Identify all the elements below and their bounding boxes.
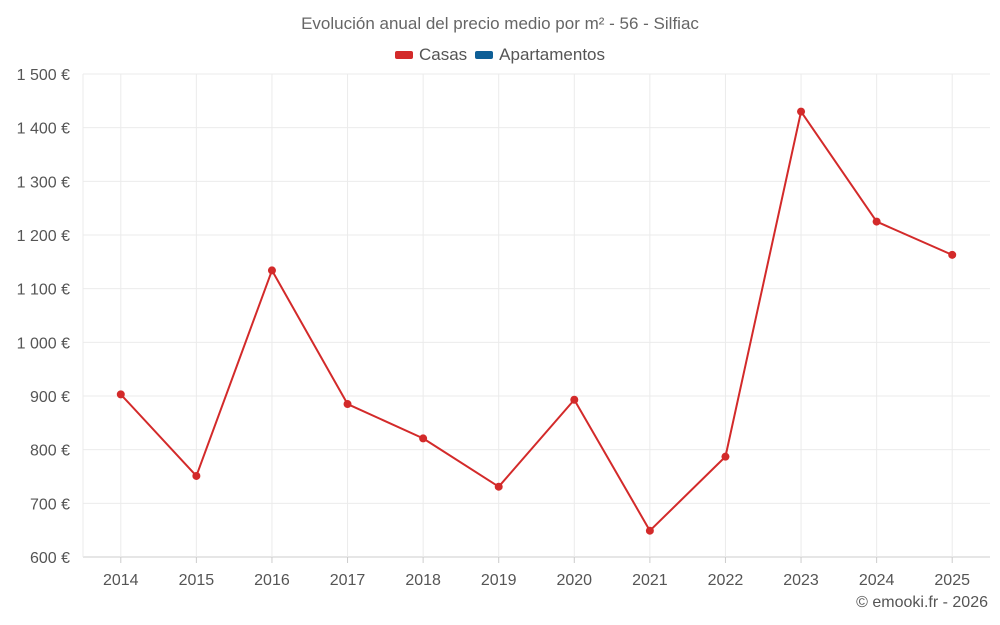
data-point [872,217,881,226]
chart-title: Evolución anual del precio medio por m² … [301,14,699,33]
x-tick-label: 2018 [405,572,441,589]
data-point [192,471,201,480]
x-tick-label: 2015 [179,572,215,589]
x-tick-label: 2025 [934,572,970,589]
x-tick-label: 2017 [330,572,366,589]
y-tick-label: 1 100 € [17,282,70,299]
legend-item-casas[interactable]: Casas [394,45,468,65]
x-tick-label: 2021 [632,572,668,589]
x-tick-label: 2020 [556,572,592,589]
credit-text: © emooki.fr - 2026 [856,594,988,611]
data-point [948,250,957,259]
x-tick-label: 2016 [254,572,290,589]
legend-label-casas: Casas [418,45,468,64]
series-line-casas [120,110,953,532]
y-tick-label: 700 € [30,496,70,513]
y-tick-label: 600 € [30,550,70,567]
data-point [645,526,654,535]
data-point [343,400,352,409]
legend-swatch-apartamentos [475,51,494,59]
x-tick-label: 2024 [859,572,895,589]
legend-swatch-casas [394,51,413,59]
y-tick-label: 900 € [30,389,70,406]
x-tick-label: 2019 [481,572,517,589]
y-tick-label: 1 000 € [17,335,70,352]
data-point [267,266,276,275]
x-tick-label: 2014 [103,572,139,589]
x-tick-label: 2023 [783,572,819,589]
x-tick-label: 2022 [708,572,744,589]
data-point [570,395,579,404]
y-tick-label: 800 € [30,443,70,460]
y-tick-label: 1 400 € [17,121,70,138]
legend-item-apartamentos[interactable]: Apartamentos [475,45,605,65]
data-point [797,107,806,116]
data-point [721,452,730,461]
y-tick-label: 1 200 € [17,228,70,245]
data-point [419,434,428,443]
data-point [116,390,125,399]
data-point [494,482,503,491]
chart-legend: Casas Apartamentos [0,45,1000,65]
legend-label-apartamentos: Apartamentos [499,45,606,64]
y-tick-label: 1 300 € [17,174,70,191]
y-tick-label: 1 500 € [17,67,70,84]
